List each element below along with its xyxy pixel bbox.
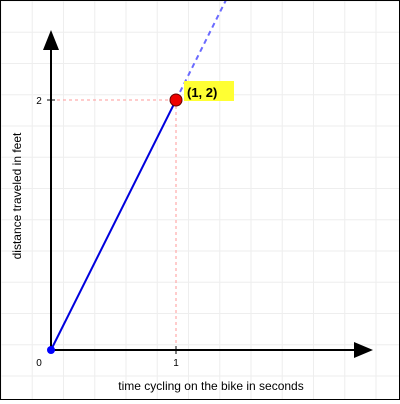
highlight-point (169, 93, 183, 107)
origin-tick-label: 0 (36, 358, 42, 369)
guide-lines (51, 99, 177, 350)
x-axis-arrow (354, 342, 373, 358)
point-label-background (184, 81, 234, 101)
series-line-0 (50, 99, 177, 351)
x-axis-label: time cycling on the bike in seconds (118, 379, 303, 393)
axes (43, 30, 373, 358)
series-extension-0 (175, 1, 227, 101)
y-tick-label: 2 (36, 96, 42, 107)
point-label: (1, 2) (187, 85, 217, 100)
origin-point (47, 346, 55, 354)
x-tick-label: 1 (173, 358, 179, 369)
series (50, 1, 227, 351)
y-axis-arrow (43, 30, 59, 50)
points: (1, 2) (47, 81, 234, 354)
ticks: 0 1 2 (36, 96, 179, 369)
y-axis-label: distance traveled in feet (10, 132, 24, 259)
